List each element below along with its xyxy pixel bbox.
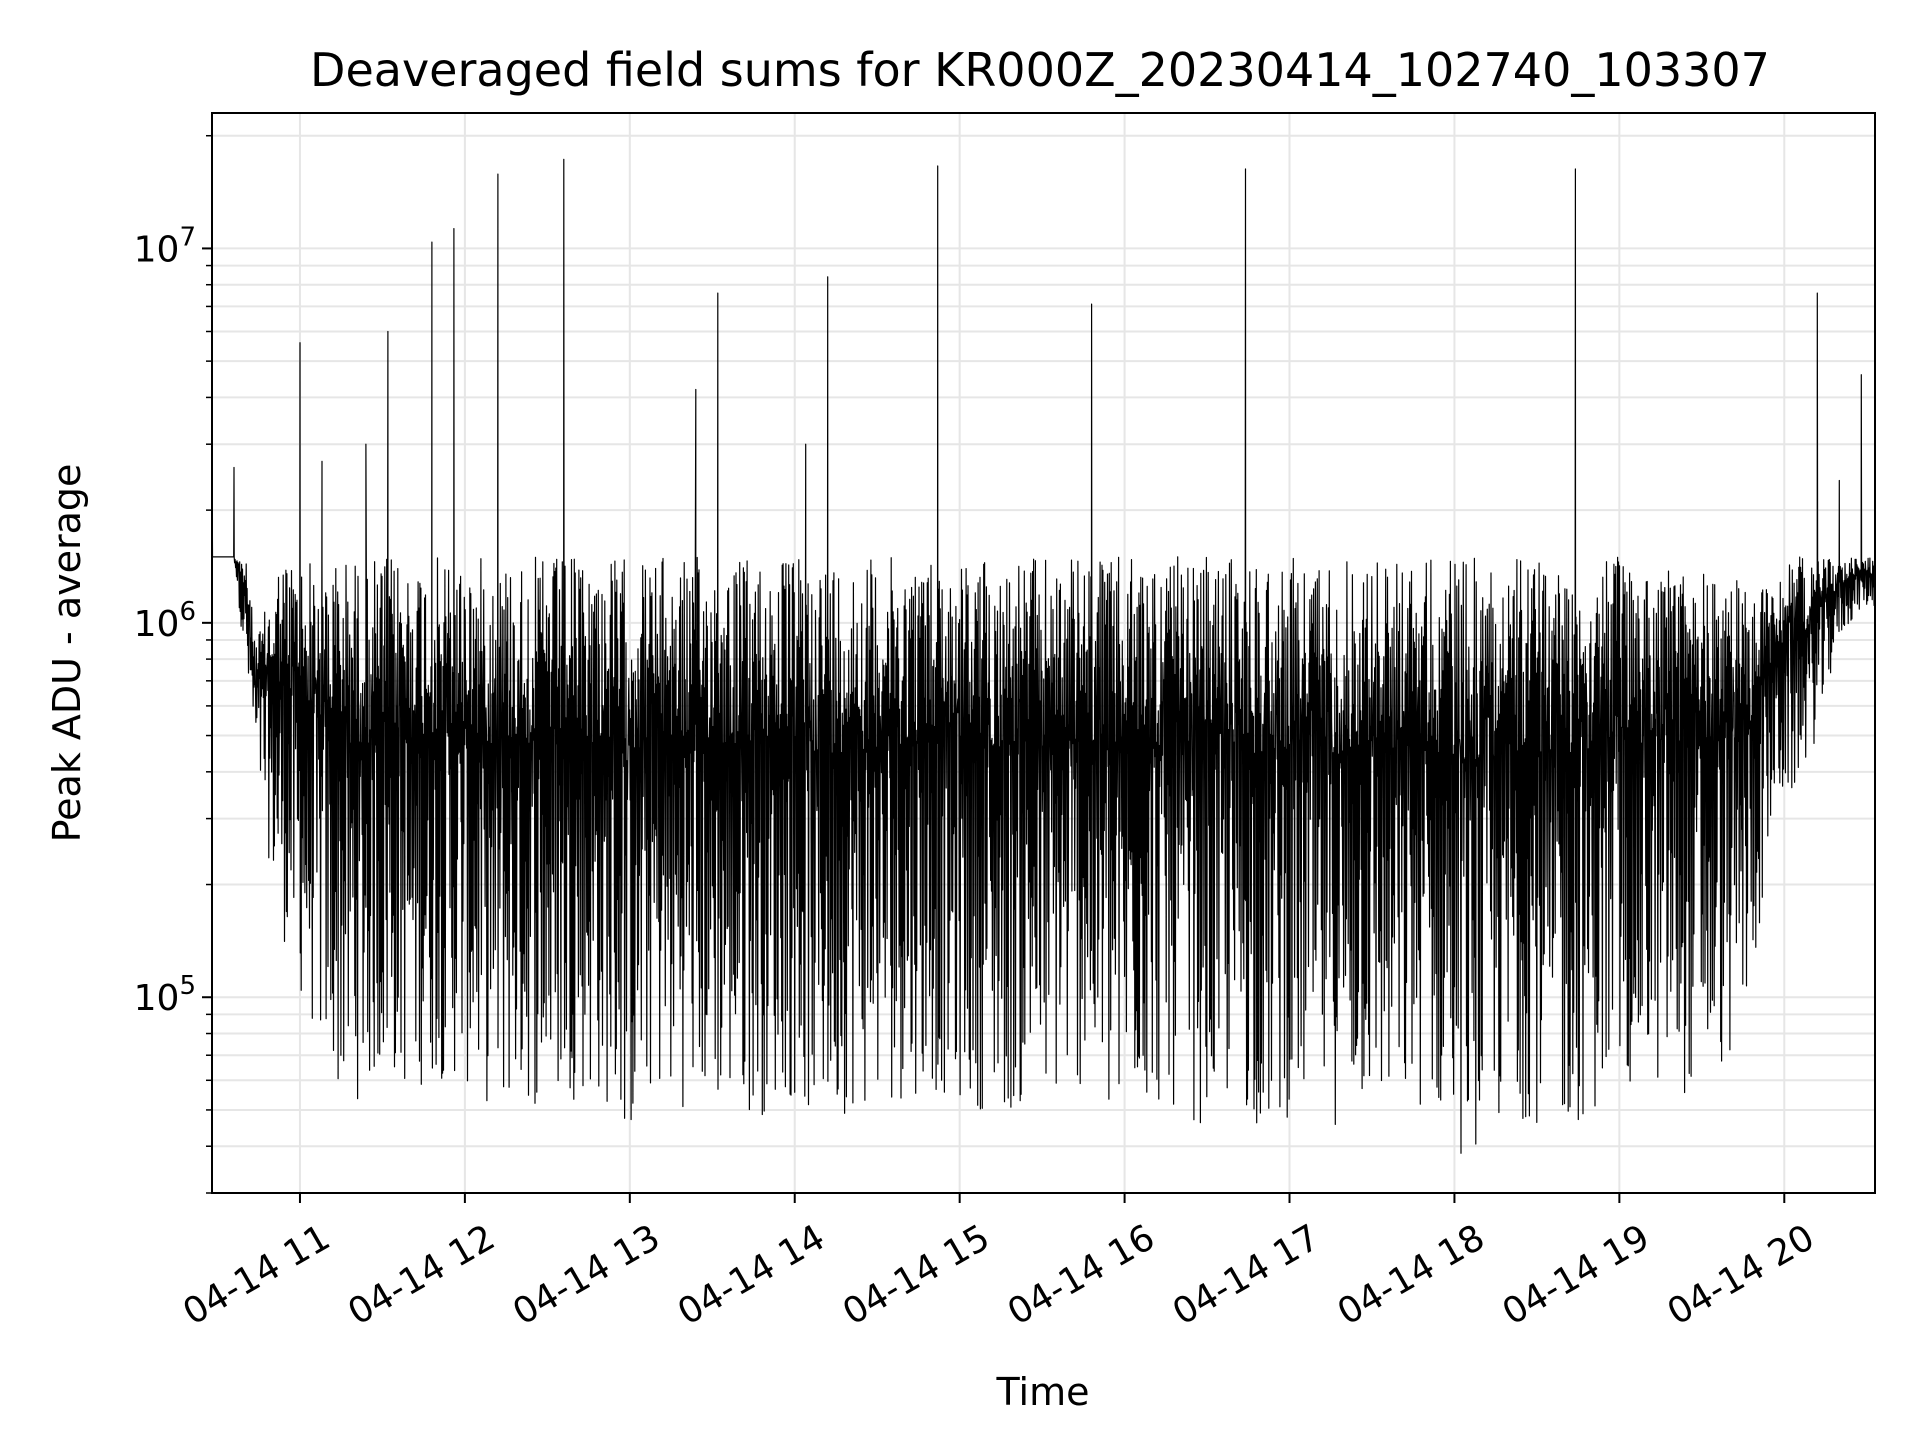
plot-frame — [211, 112, 1876, 1194]
chart-title: Deaveraged field sums for KR000Z_2023041… — [310, 43, 1770, 97]
x-axis-label: Time — [996, 1370, 1090, 1414]
series-path — [211, 158, 1876, 1154]
y-axis: 105 106 107 — [134, 134, 212, 1194]
y-axis-label: Peak ADU - average — [45, 464, 89, 843]
y-tick-label: 105 — [134, 971, 196, 1019]
series-line — [211, 158, 1876, 1154]
y-tick-label: 107 — [134, 222, 196, 270]
y-tick-label: 106 — [134, 597, 196, 645]
